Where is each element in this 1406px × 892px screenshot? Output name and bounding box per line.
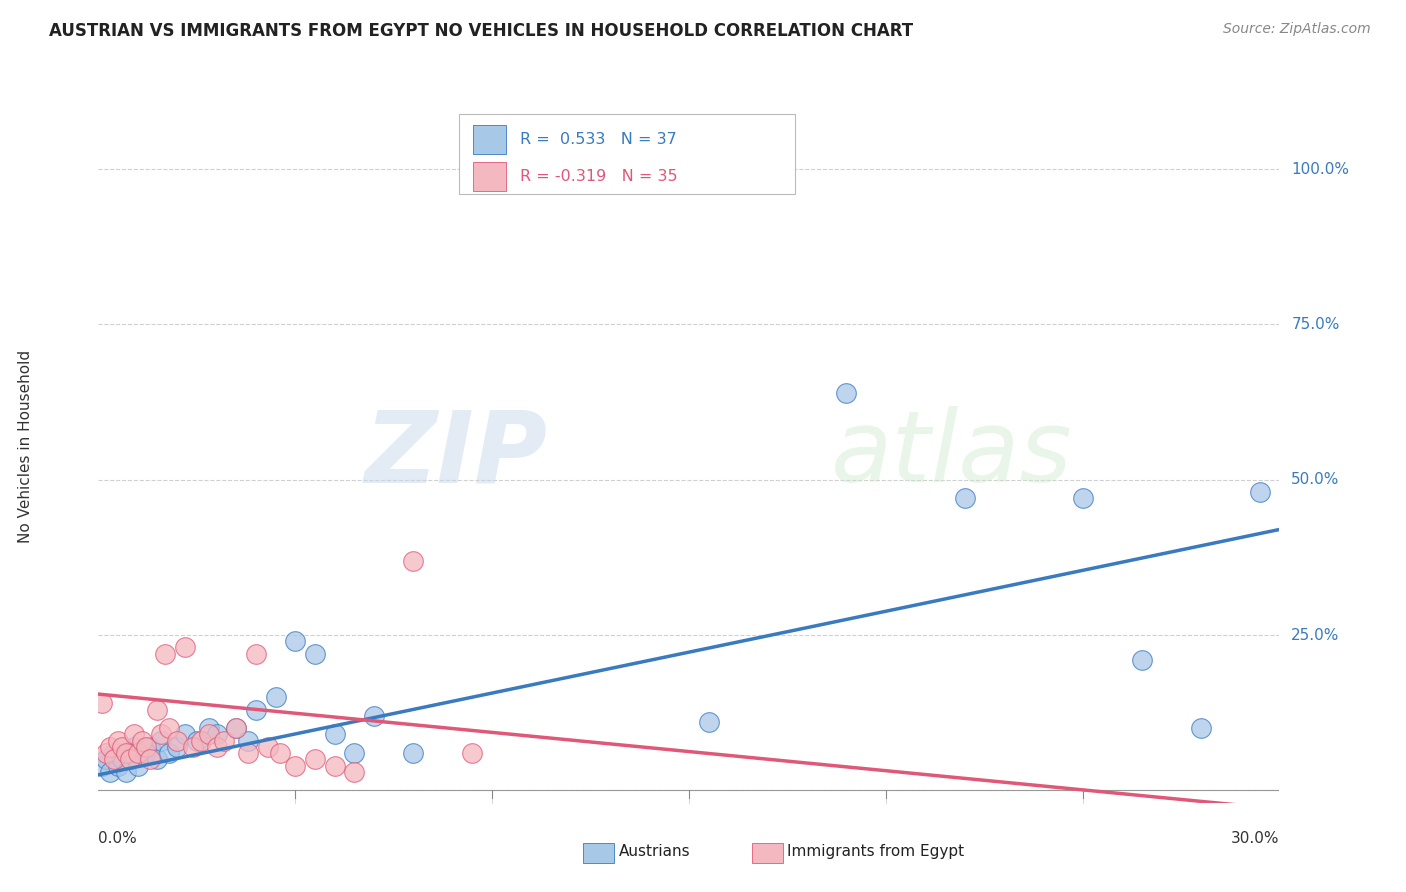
Point xyxy=(103,752,125,766)
Text: AUSTRIAN VS IMMIGRANTS FROM EGYPT NO VEHICLES IN HOUSEHOLD CORRELATION CHART: AUSTRIAN VS IMMIGRANTS FROM EGYPT NO VEH… xyxy=(49,22,914,40)
Point xyxy=(98,739,121,754)
Point xyxy=(284,634,307,648)
Point xyxy=(157,746,180,760)
Point xyxy=(363,708,385,723)
Point xyxy=(1189,721,1212,735)
Point xyxy=(174,727,197,741)
Text: atlas: atlas xyxy=(831,407,1073,503)
Point xyxy=(236,746,259,760)
Point xyxy=(91,697,114,711)
Point xyxy=(1071,491,1094,506)
Point xyxy=(111,739,134,754)
Point xyxy=(138,752,160,766)
Point xyxy=(304,752,326,766)
Text: Immigrants from Egypt: Immigrants from Egypt xyxy=(787,845,965,859)
Point xyxy=(245,647,267,661)
Text: R =  0.533   N = 37: R = 0.533 N = 37 xyxy=(520,132,676,147)
Point xyxy=(402,746,425,760)
Point xyxy=(96,752,118,766)
Point xyxy=(1130,653,1153,667)
Point xyxy=(135,746,157,760)
Point xyxy=(155,647,177,661)
Point xyxy=(122,739,145,754)
Text: 0.0%: 0.0% xyxy=(98,830,138,846)
Text: 25.0%: 25.0% xyxy=(1291,628,1340,642)
Text: 50.0%: 50.0% xyxy=(1291,472,1340,487)
Point xyxy=(343,764,366,779)
Point xyxy=(461,746,484,760)
Point xyxy=(343,746,366,760)
Text: Source: ZipAtlas.com: Source: ZipAtlas.com xyxy=(1223,22,1371,37)
Text: ZIP: ZIP xyxy=(364,407,547,503)
Point xyxy=(197,727,219,741)
Point xyxy=(135,739,157,754)
Point xyxy=(166,733,188,747)
Point xyxy=(323,727,346,741)
Point xyxy=(225,721,247,735)
Point xyxy=(697,714,720,729)
Point xyxy=(1249,485,1271,500)
Point xyxy=(205,727,228,741)
Text: No Vehicles in Household: No Vehicles in Household xyxy=(18,350,32,542)
Point xyxy=(138,739,160,754)
Text: Austrians: Austrians xyxy=(619,845,690,859)
Point xyxy=(115,746,138,760)
Point xyxy=(323,758,346,772)
Point xyxy=(181,739,204,754)
Point xyxy=(256,739,278,754)
Point xyxy=(127,746,149,760)
Point xyxy=(111,752,134,766)
Point xyxy=(264,690,287,705)
Point xyxy=(245,703,267,717)
Point xyxy=(91,758,114,772)
FancyBboxPatch shape xyxy=(472,125,506,154)
Point xyxy=(166,739,188,754)
Point xyxy=(269,746,291,760)
Point xyxy=(150,733,173,747)
Point xyxy=(284,758,307,772)
Point xyxy=(186,733,208,747)
FancyBboxPatch shape xyxy=(458,114,796,194)
Text: 30.0%: 30.0% xyxy=(1232,830,1279,846)
Point xyxy=(118,752,141,766)
Point xyxy=(107,733,129,747)
Point xyxy=(118,746,141,760)
Point xyxy=(225,721,247,735)
Point xyxy=(103,746,125,760)
Point xyxy=(402,553,425,567)
Point xyxy=(150,727,173,741)
Point xyxy=(835,385,858,400)
Point xyxy=(98,764,121,779)
Text: 75.0%: 75.0% xyxy=(1291,317,1340,332)
Point xyxy=(131,733,153,747)
Point xyxy=(190,733,212,747)
Point xyxy=(304,647,326,661)
Point xyxy=(953,491,976,506)
Point xyxy=(157,721,180,735)
Point xyxy=(205,739,228,754)
Point xyxy=(174,640,197,655)
Point xyxy=(107,758,129,772)
Point xyxy=(236,733,259,747)
Text: R = -0.319   N = 35: R = -0.319 N = 35 xyxy=(520,169,678,184)
FancyBboxPatch shape xyxy=(472,161,506,191)
Point xyxy=(96,746,118,760)
Point xyxy=(146,703,169,717)
Point xyxy=(122,727,145,741)
Point xyxy=(115,764,138,779)
Point xyxy=(146,752,169,766)
Point xyxy=(197,721,219,735)
Text: 100.0%: 100.0% xyxy=(1291,161,1350,177)
Point xyxy=(127,758,149,772)
Point xyxy=(214,733,236,747)
